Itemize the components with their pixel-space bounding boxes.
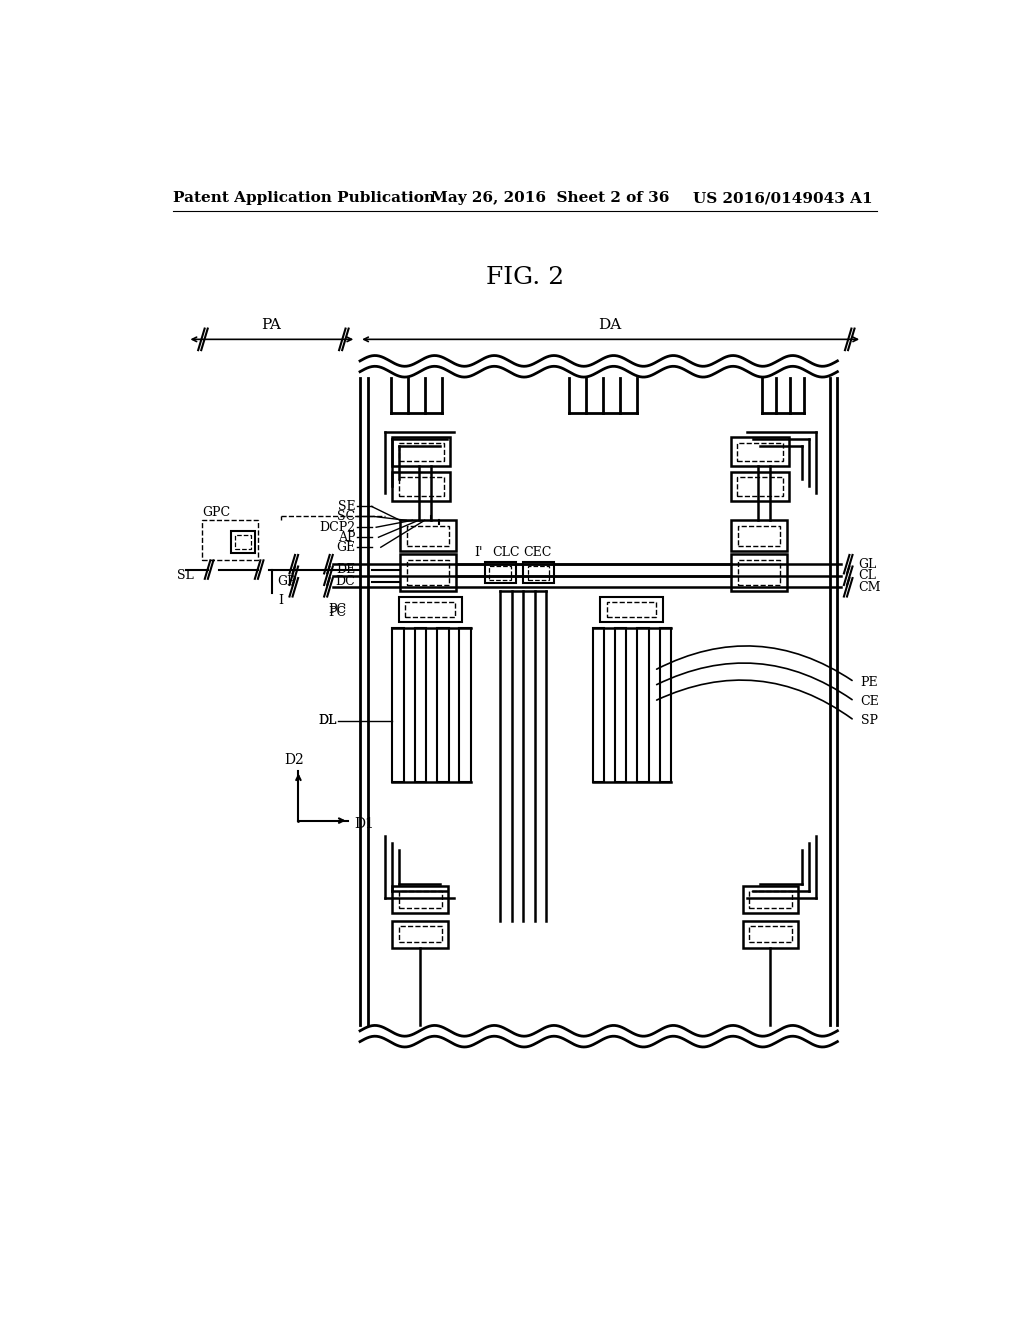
Bar — [398, 442, 444, 461]
Text: PC: PC — [328, 606, 346, 619]
Text: CEC: CEC — [523, 546, 551, 560]
Text: DE: DE — [336, 564, 355, 576]
Text: DL: DL — [318, 714, 337, 727]
Bar — [607, 602, 656, 618]
Bar — [637, 628, 649, 781]
Bar — [392, 628, 403, 781]
Bar — [398, 597, 462, 622]
Bar — [614, 628, 627, 781]
Bar — [392, 471, 451, 502]
Bar — [437, 628, 449, 781]
Bar — [484, 562, 515, 583]
Text: DL: DL — [318, 714, 337, 727]
Bar — [392, 886, 447, 913]
Text: DA: DA — [599, 318, 622, 333]
Bar — [460, 628, 471, 781]
Text: I: I — [279, 594, 284, 607]
Text: Patent Application Publication: Patent Application Publication — [173, 191, 435, 206]
Bar — [738, 527, 779, 545]
Text: GP: GP — [276, 574, 295, 587]
Text: D1: D1 — [354, 817, 375, 832]
Bar — [230, 531, 255, 553]
Bar — [523, 562, 554, 583]
Bar — [731, 554, 786, 591]
Bar — [398, 891, 441, 908]
Bar — [407, 527, 449, 545]
Bar — [593, 628, 604, 781]
Bar — [489, 566, 511, 579]
Text: AP: AP — [338, 531, 355, 544]
Text: PC: PC — [328, 603, 346, 616]
Text: GPC: GPC — [202, 506, 230, 519]
Text: DCP2: DCP2 — [319, 520, 355, 533]
Bar — [731, 471, 788, 502]
Text: FIG. 2: FIG. 2 — [485, 267, 564, 289]
Bar — [407, 560, 449, 585]
Text: PE: PE — [860, 676, 879, 689]
Bar — [731, 520, 786, 552]
Text: CM: CM — [858, 581, 881, 594]
Bar — [737, 478, 782, 496]
Text: GE: GE — [336, 541, 355, 554]
Bar — [392, 437, 451, 466]
Text: US 2016/0149043 A1: US 2016/0149043 A1 — [692, 191, 872, 206]
Text: D2: D2 — [285, 752, 304, 767]
Text: DC: DC — [336, 576, 355, 589]
Bar — [528, 566, 550, 579]
Bar — [400, 520, 456, 552]
Text: SL: SL — [177, 569, 194, 582]
Bar — [398, 478, 444, 496]
Bar — [737, 442, 782, 461]
Bar — [659, 628, 671, 781]
Text: SP: SP — [860, 714, 878, 727]
Bar — [415, 628, 426, 781]
Text: May 26, 2016  Sheet 2 of 36: May 26, 2016 Sheet 2 of 36 — [431, 191, 670, 206]
Bar — [749, 927, 792, 942]
Text: SC: SC — [337, 510, 355, 523]
Bar — [731, 437, 788, 466]
Text: CL: CL — [858, 569, 877, 582]
Bar — [742, 921, 798, 948]
Text: CLC: CLC — [492, 546, 519, 560]
Bar — [202, 520, 258, 561]
Text: PA: PA — [261, 318, 282, 333]
Text: I': I' — [474, 546, 483, 560]
Bar — [400, 554, 456, 591]
Bar — [234, 535, 252, 549]
Bar — [749, 891, 792, 908]
Text: CE: CE — [860, 694, 880, 708]
Bar — [742, 886, 798, 913]
Bar — [406, 602, 455, 618]
Bar — [600, 597, 664, 622]
Bar — [738, 560, 779, 585]
Text: SE: SE — [338, 500, 355, 513]
Text: GL: GL — [858, 557, 877, 570]
Bar — [392, 921, 447, 948]
Bar — [398, 927, 441, 942]
